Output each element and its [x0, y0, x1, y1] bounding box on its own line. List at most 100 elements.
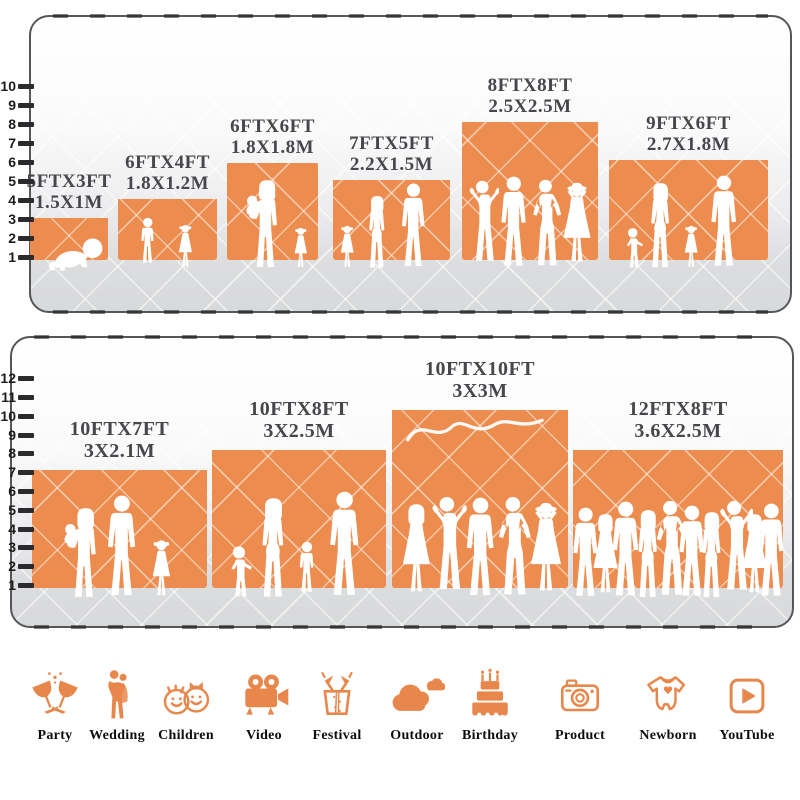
backdrop-size-ft: 9FTX6FT — [646, 113, 731, 134]
silhouette-woman — [644, 182, 677, 271]
silhouette-toddler — [621, 227, 644, 271]
ruler-tick-mark — [18, 526, 34, 532]
backdrop-size-m: 2.5X2.5M — [488, 96, 572, 118]
backdrop-size-m: 1.8X1.2M — [125, 173, 210, 195]
backdrop-size-ft: 6FTX4FT — [125, 152, 210, 173]
ruler-tick-mark — [18, 103, 34, 108]
ruler-tick-mark — [18, 432, 34, 438]
ruler-tick-mark — [18, 583, 34, 588]
silhouette-manarmsup — [465, 179, 500, 271]
ruler-tick-label: 10 — [0, 78, 16, 94]
ruler-tick-label: 5 — [8, 173, 16, 189]
backdrop-size-ft: 7FTX5FT — [349, 133, 434, 154]
backdrop-size-ft: 12FTX8FT — [628, 398, 728, 420]
backdrop-size-label: 8FTX8FT 2.5X2.5M — [410, 75, 650, 118]
ruler-tick-mark — [18, 255, 34, 260]
wedding-icon — [89, 668, 145, 724]
ruler-tick-mark — [18, 236, 34, 241]
ruler-tick-mark — [18, 395, 34, 400]
ruler-tick-mark — [18, 413, 34, 419]
silhouette-man — [753, 503, 790, 601]
ruler-tick-label: 12 — [0, 370, 16, 387]
backdrop-size-m: 3.6X2.5M — [634, 420, 722, 443]
ruler-tick-mark — [18, 507, 34, 513]
backdrop-size-ft: 10FTX7FT — [69, 418, 170, 440]
ruler-tick-label: 8 — [8, 445, 16, 462]
ruler-tick-label: 10 — [0, 407, 16, 424]
category-children: Children — [144, 668, 228, 744]
ruler-tick-label: 9 — [8, 426, 16, 443]
backdrop-size-m: 3X2.1M — [83, 440, 156, 463]
silhouette-womanbaby — [243, 179, 287, 271]
panel-grunge-top — [34, 335, 770, 339]
silhouette-girl — [292, 227, 310, 271]
ruler-tick-mark — [18, 451, 34, 457]
backdrop-size-ft: 10FTX8FT — [249, 398, 349, 420]
ruler-tick-label: 5 — [8, 501, 16, 518]
backdrop-size-label: 12FTX8FT 3.6X2.5M — [558, 398, 798, 443]
ruler-tick-mark — [18, 122, 34, 127]
silhouette-girl — [682, 225, 700, 271]
category-video: Video — [222, 668, 306, 744]
ruler-tick-label: 6 — [8, 154, 16, 170]
video-icon — [236, 668, 292, 724]
ruler-tick-label: 11 — [1, 389, 16, 405]
ruler-tick-label: 7 — [8, 464, 16, 481]
category-party: Party — [13, 668, 97, 744]
backdrop-size-label: 10FTX8FT 3X2.5M — [179, 398, 419, 443]
ruler-tick-mark — [18, 217, 34, 222]
ruler-tick-mark — [18, 160, 34, 165]
backdrop-rect-6ftx4ft — [118, 199, 217, 260]
backdrop-size-m: 2.7X1.8M — [646, 134, 731, 156]
panel-grunge-bottom — [53, 310, 768, 314]
ruler-tick-label: 4 — [8, 192, 16, 208]
backdrop-size-m: 2.2X1.5M — [349, 154, 434, 176]
category-label: Outdoor — [390, 728, 444, 743]
silhouette-man — [324, 491, 365, 601]
silhouette-boy — [295, 541, 319, 601]
silhouette-girl — [176, 224, 195, 271]
ruler-tick-label: 1 — [8, 577, 16, 593]
silhouette-woman — [254, 497, 293, 601]
silhouette-man — [706, 175, 742, 271]
panel-grunge-top — [53, 14, 768, 18]
ruler-tick-mark — [18, 545, 34, 551]
silhouette-toddler — [224, 545, 254, 601]
ruler-tick-label: 4 — [8, 520, 16, 537]
silhouette-woman — [363, 195, 392, 271]
ruler-tick-label: 8 — [8, 116, 16, 132]
silhouette-womanhat — [559, 181, 595, 271]
backdrop-size-m: 3X3M — [452, 380, 508, 403]
category-youtube: YouTube — [705, 668, 789, 744]
category-label: Party — [37, 728, 73, 743]
category-outdoor: Outdoor — [375, 668, 459, 744]
backdrop-size-label: 9FTX6FT 2.7X1.8M — [569, 113, 800, 156]
outdoor-icon — [389, 668, 445, 724]
backdrop-size-label: 10FTX10FT 3X3M — [360, 358, 600, 403]
backdrop-size-label: 10FTX7FT 3X2.1M — [0, 418, 240, 463]
category-label: Festival — [312, 728, 362, 743]
backdrop-size-label: 5FTX3FT 1.5X1M — [0, 171, 189, 214]
category-label: Video — [246, 728, 282, 743]
category-label: YouTube — [719, 728, 775, 743]
backdrop-size-label: 6FTX6FT 1.8X1.8M — [153, 116, 393, 159]
ruler-tick-label: 2 — [8, 558, 16, 575]
category-label: Children — [158, 728, 214, 743]
silhouette-boy — [137, 217, 159, 271]
youtube-icon — [719, 668, 775, 724]
ruler-tick-label: 3 — [8, 211, 16, 227]
ruler-tick-mark — [18, 198, 34, 203]
backdrop-size-label: 7FTX5FT 2.2X1.5M — [272, 133, 512, 176]
category-label: Product — [554, 728, 606, 743]
ruler-tick-mark — [18, 564, 34, 570]
category-birthday: Birthday — [448, 668, 532, 744]
backdrop-size-m: 3X2.5M — [263, 420, 335, 443]
backdrop-size-ft: 6FTX6FT — [230, 116, 315, 137]
backdrop-size-m: 1.8X1.8M — [230, 137, 315, 159]
ruler-tick-label: 3 — [8, 539, 16, 556]
category-product: Product — [538, 668, 622, 744]
ruler-tick-label: 7 — [8, 135, 16, 151]
backdrop-size-m: 1.5X1M — [35, 192, 103, 214]
category-label: Newborn — [639, 728, 697, 743]
